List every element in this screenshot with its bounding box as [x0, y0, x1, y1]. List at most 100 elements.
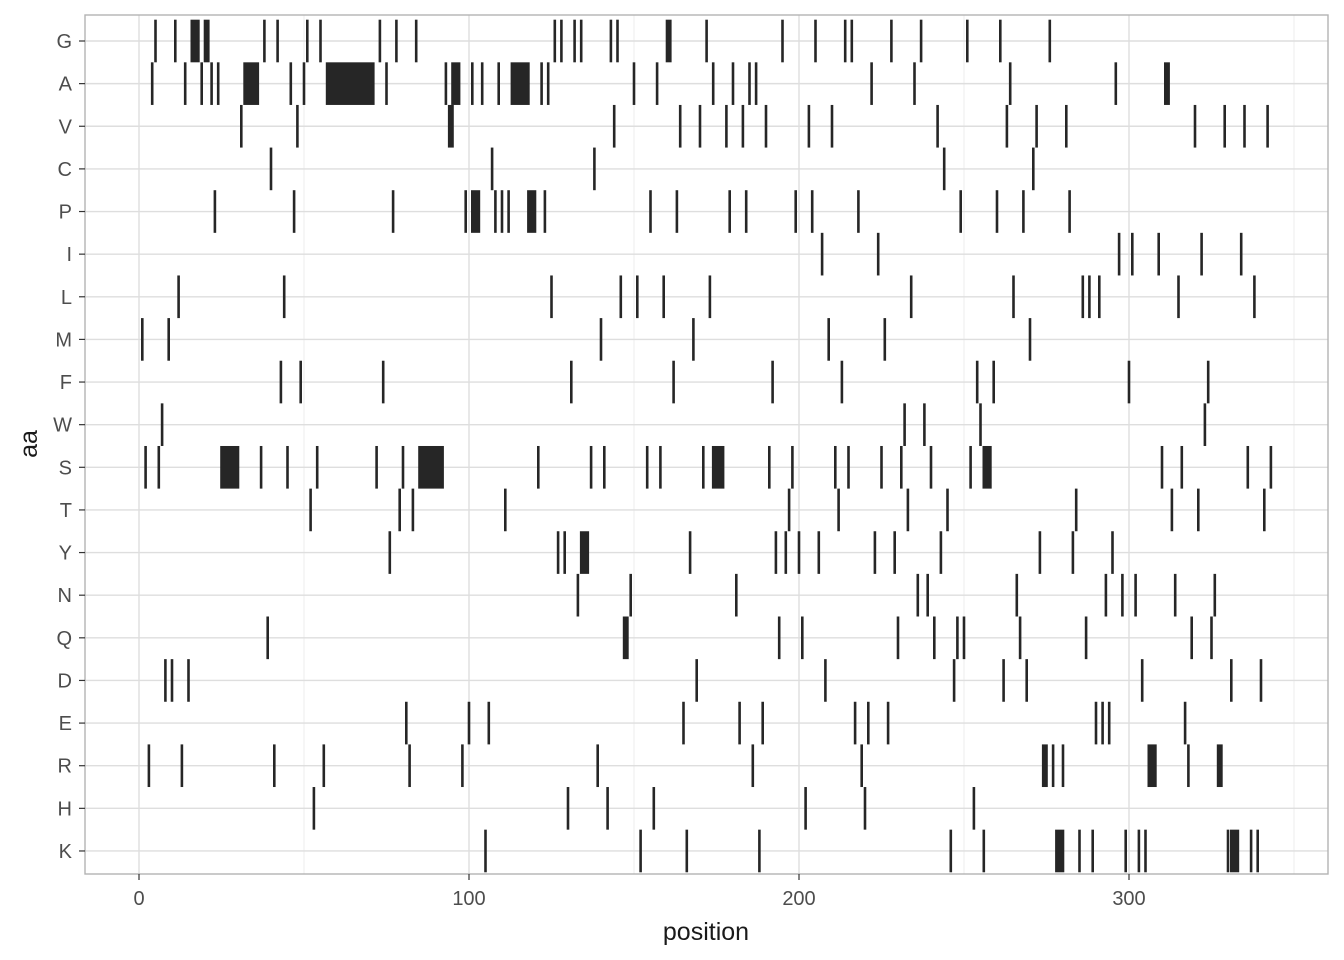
bar-segment: [1137, 829, 1141, 873]
bar-segment: [1008, 62, 1012, 105]
bar-segment: [1127, 360, 1131, 404]
bar-segment: [1259, 659, 1263, 702]
bar-segment: [962, 616, 966, 660]
bar-segment: [1230, 829, 1240, 873]
minor-gridlines: [303, 15, 1295, 874]
bar-segment: [867, 701, 870, 745]
bar-segment: [919, 19, 923, 63]
bar-segment: [391, 190, 395, 233]
y-tick-label: I: [66, 244, 72, 266]
bar-segment: [398, 488, 401, 532]
bar-segment: [451, 62, 461, 105]
row-H: [312, 787, 976, 830]
bar-segment: [936, 104, 939, 148]
row-D: [164, 659, 1263, 702]
bar-segment: [276, 19, 279, 63]
bar-segment: [909, 275, 913, 319]
bar-segment: [933, 616, 936, 660]
bar-segment: [906, 488, 910, 532]
bar-segment: [827, 318, 830, 361]
bar-segment: [596, 744, 599, 788]
bar-segment: [599, 318, 603, 361]
bar-segment: [560, 19, 563, 63]
bar-segment: [1177, 275, 1180, 319]
bar-segment: [573, 19, 576, 63]
bar-segment: [1183, 701, 1187, 745]
major-gridlines: [85, 15, 1328, 874]
bar-segment: [784, 531, 788, 574]
bar-segment: [764, 104, 768, 148]
bar-segment: [411, 488, 415, 532]
bar-segment: [1210, 616, 1213, 660]
bar-segment: [649, 190, 652, 233]
bar-segment: [629, 573, 632, 617]
bar-segment: [1084, 616, 1088, 660]
bar-segment: [378, 19, 382, 63]
bar-segment: [857, 190, 860, 233]
bar-segment: [603, 445, 606, 489]
bar-segment: [1098, 275, 1101, 319]
bar-segment: [490, 147, 494, 191]
bar-segment: [395, 19, 398, 63]
bar-segment: [1173, 573, 1177, 617]
y-tick-label: T: [60, 500, 72, 522]
bar-segment: [735, 573, 738, 617]
bar-segment: [1230, 659, 1233, 702]
x-tick-label: 200: [782, 888, 815, 910]
bar-segment: [1197, 488, 1200, 532]
bar-segment: [210, 62, 213, 105]
row-E: [405, 701, 1187, 745]
y-tick-label: P: [59, 202, 72, 224]
bar-segment: [1061, 744, 1065, 788]
bar-segment: [183, 62, 187, 105]
bar-segment: [306, 19, 309, 63]
bar-segment: [632, 62, 636, 105]
bar-segment: [1239, 232, 1243, 276]
bar-segment: [834, 445, 837, 489]
bar-segment: [916, 573, 920, 617]
bar-segment: [748, 62, 751, 105]
bar-segment: [405, 701, 408, 745]
bar-segment: [180, 744, 184, 788]
bar-segment: [744, 190, 748, 233]
bar-segment: [777, 616, 781, 660]
bar-segment: [655, 62, 659, 105]
y-tick-label: V: [59, 116, 73, 138]
bar-segment: [282, 275, 286, 319]
row-W: [160, 403, 1207, 446]
bar-segment: [1114, 62, 1118, 105]
bar-segment: [1140, 659, 1144, 702]
bar-segment: [200, 62, 203, 105]
bar-segment: [645, 445, 649, 489]
bar-segment: [946, 488, 949, 532]
bar-segment: [1051, 744, 1055, 788]
row-C: [269, 147, 1035, 191]
bar-segment: [771, 360, 774, 404]
bar-segment: [969, 445, 972, 489]
bar-segment: [1144, 829, 1147, 873]
bar-segment: [322, 744, 326, 788]
row-I: [820, 232, 1243, 276]
y-tick-label: C: [58, 159, 72, 181]
bar-segment: [639, 829, 642, 873]
bar-segment: [662, 275, 665, 319]
bar-segment: [1101, 701, 1104, 745]
bar-segment: [1071, 531, 1075, 574]
panel-border: [84, 14, 1329, 875]
bar-segment: [1256, 829, 1259, 873]
bar-segment: [972, 787, 976, 830]
bar-segment: [652, 787, 656, 830]
bar-segment: [286, 445, 289, 489]
x-axis-title: position: [663, 918, 749, 946]
bar-segment: [873, 531, 877, 574]
row-T: [309, 488, 1266, 532]
bar-segment: [926, 573, 929, 617]
bar-segment: [1074, 488, 1078, 532]
bar-segment: [682, 701, 685, 745]
bar-segment: [860, 744, 863, 788]
bar-segment: [923, 403, 926, 446]
bar-segment: [480, 62, 484, 105]
row-M: [141, 318, 1032, 361]
bar-segment: [484, 829, 487, 873]
